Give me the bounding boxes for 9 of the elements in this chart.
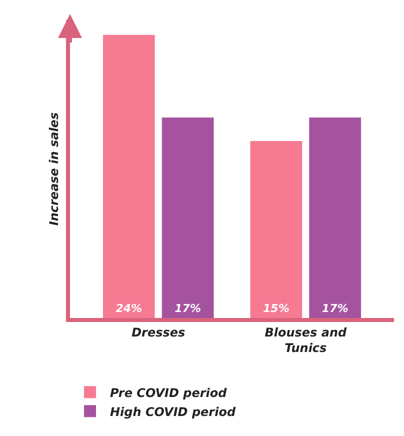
- y-axis-title: Increase in sales: [46, 112, 61, 226]
- x-tick-label: Dresses: [132, 325, 186, 340]
- data-label: 17%: [174, 302, 201, 315]
- x-tick-label: Blouses and Tunics: [264, 325, 347, 355]
- data-label: 15%: [263, 302, 290, 315]
- legend-label: Pre COVID period: [110, 386, 228, 400]
- data-label: 17%: [322, 302, 348, 315]
- legend-label: High COVID period: [110, 404, 236, 419]
- data-label: 24%: [116, 302, 142, 315]
